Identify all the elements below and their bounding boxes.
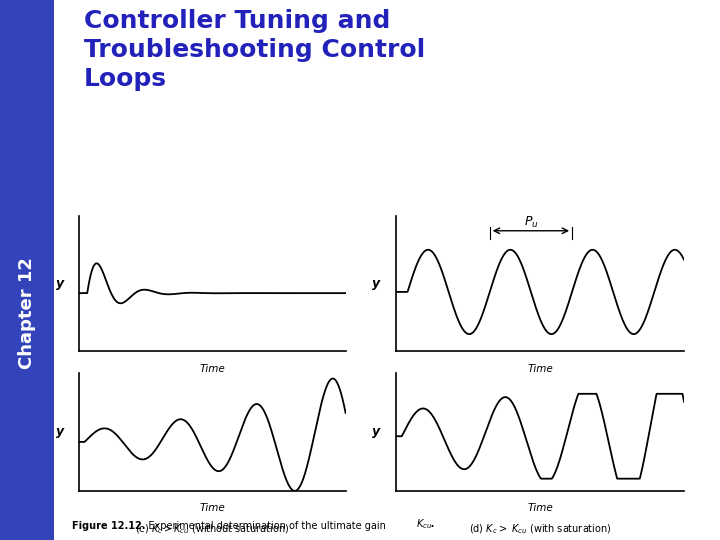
Text: (b) $K_c = K_{cu}$: (b) $K_c = K_{cu}$ — [513, 383, 567, 397]
Text: Chapter 12: Chapter 12 — [18, 257, 36, 369]
Text: Experimental determination of the ultimate gain: Experimental determination of the ultima… — [139, 521, 389, 531]
Text: Time: Time — [527, 364, 553, 375]
Text: y: y — [372, 277, 380, 290]
Text: (a) $K_c < K_{cu}$: (a) $K_c < K_{cu}$ — [185, 383, 240, 397]
Text: Time: Time — [199, 364, 225, 375]
Text: (c) $K_c > K_{cu}$ (without saturation): (c) $K_c > K_{cu}$ (without saturation) — [135, 522, 289, 536]
Text: Time: Time — [199, 503, 225, 514]
Text: $K_{cu}$.: $K_{cu}$. — [416, 517, 436, 531]
Text: y: y — [372, 426, 380, 438]
Text: (d) $K_c > \ K_{cu}$ (with saturation): (d) $K_c > \ K_{cu}$ (with saturation) — [469, 522, 611, 536]
Text: $P_u$: $P_u$ — [523, 215, 539, 230]
Text: Time: Time — [527, 503, 553, 514]
Text: Figure 12.12.: Figure 12.12. — [72, 521, 145, 531]
Text: y: y — [56, 426, 65, 438]
Text: y: y — [56, 277, 65, 290]
Text: Controller Tuning and
Troubleshooting Control
Loops: Controller Tuning and Troubleshooting Co… — [84, 9, 426, 91]
